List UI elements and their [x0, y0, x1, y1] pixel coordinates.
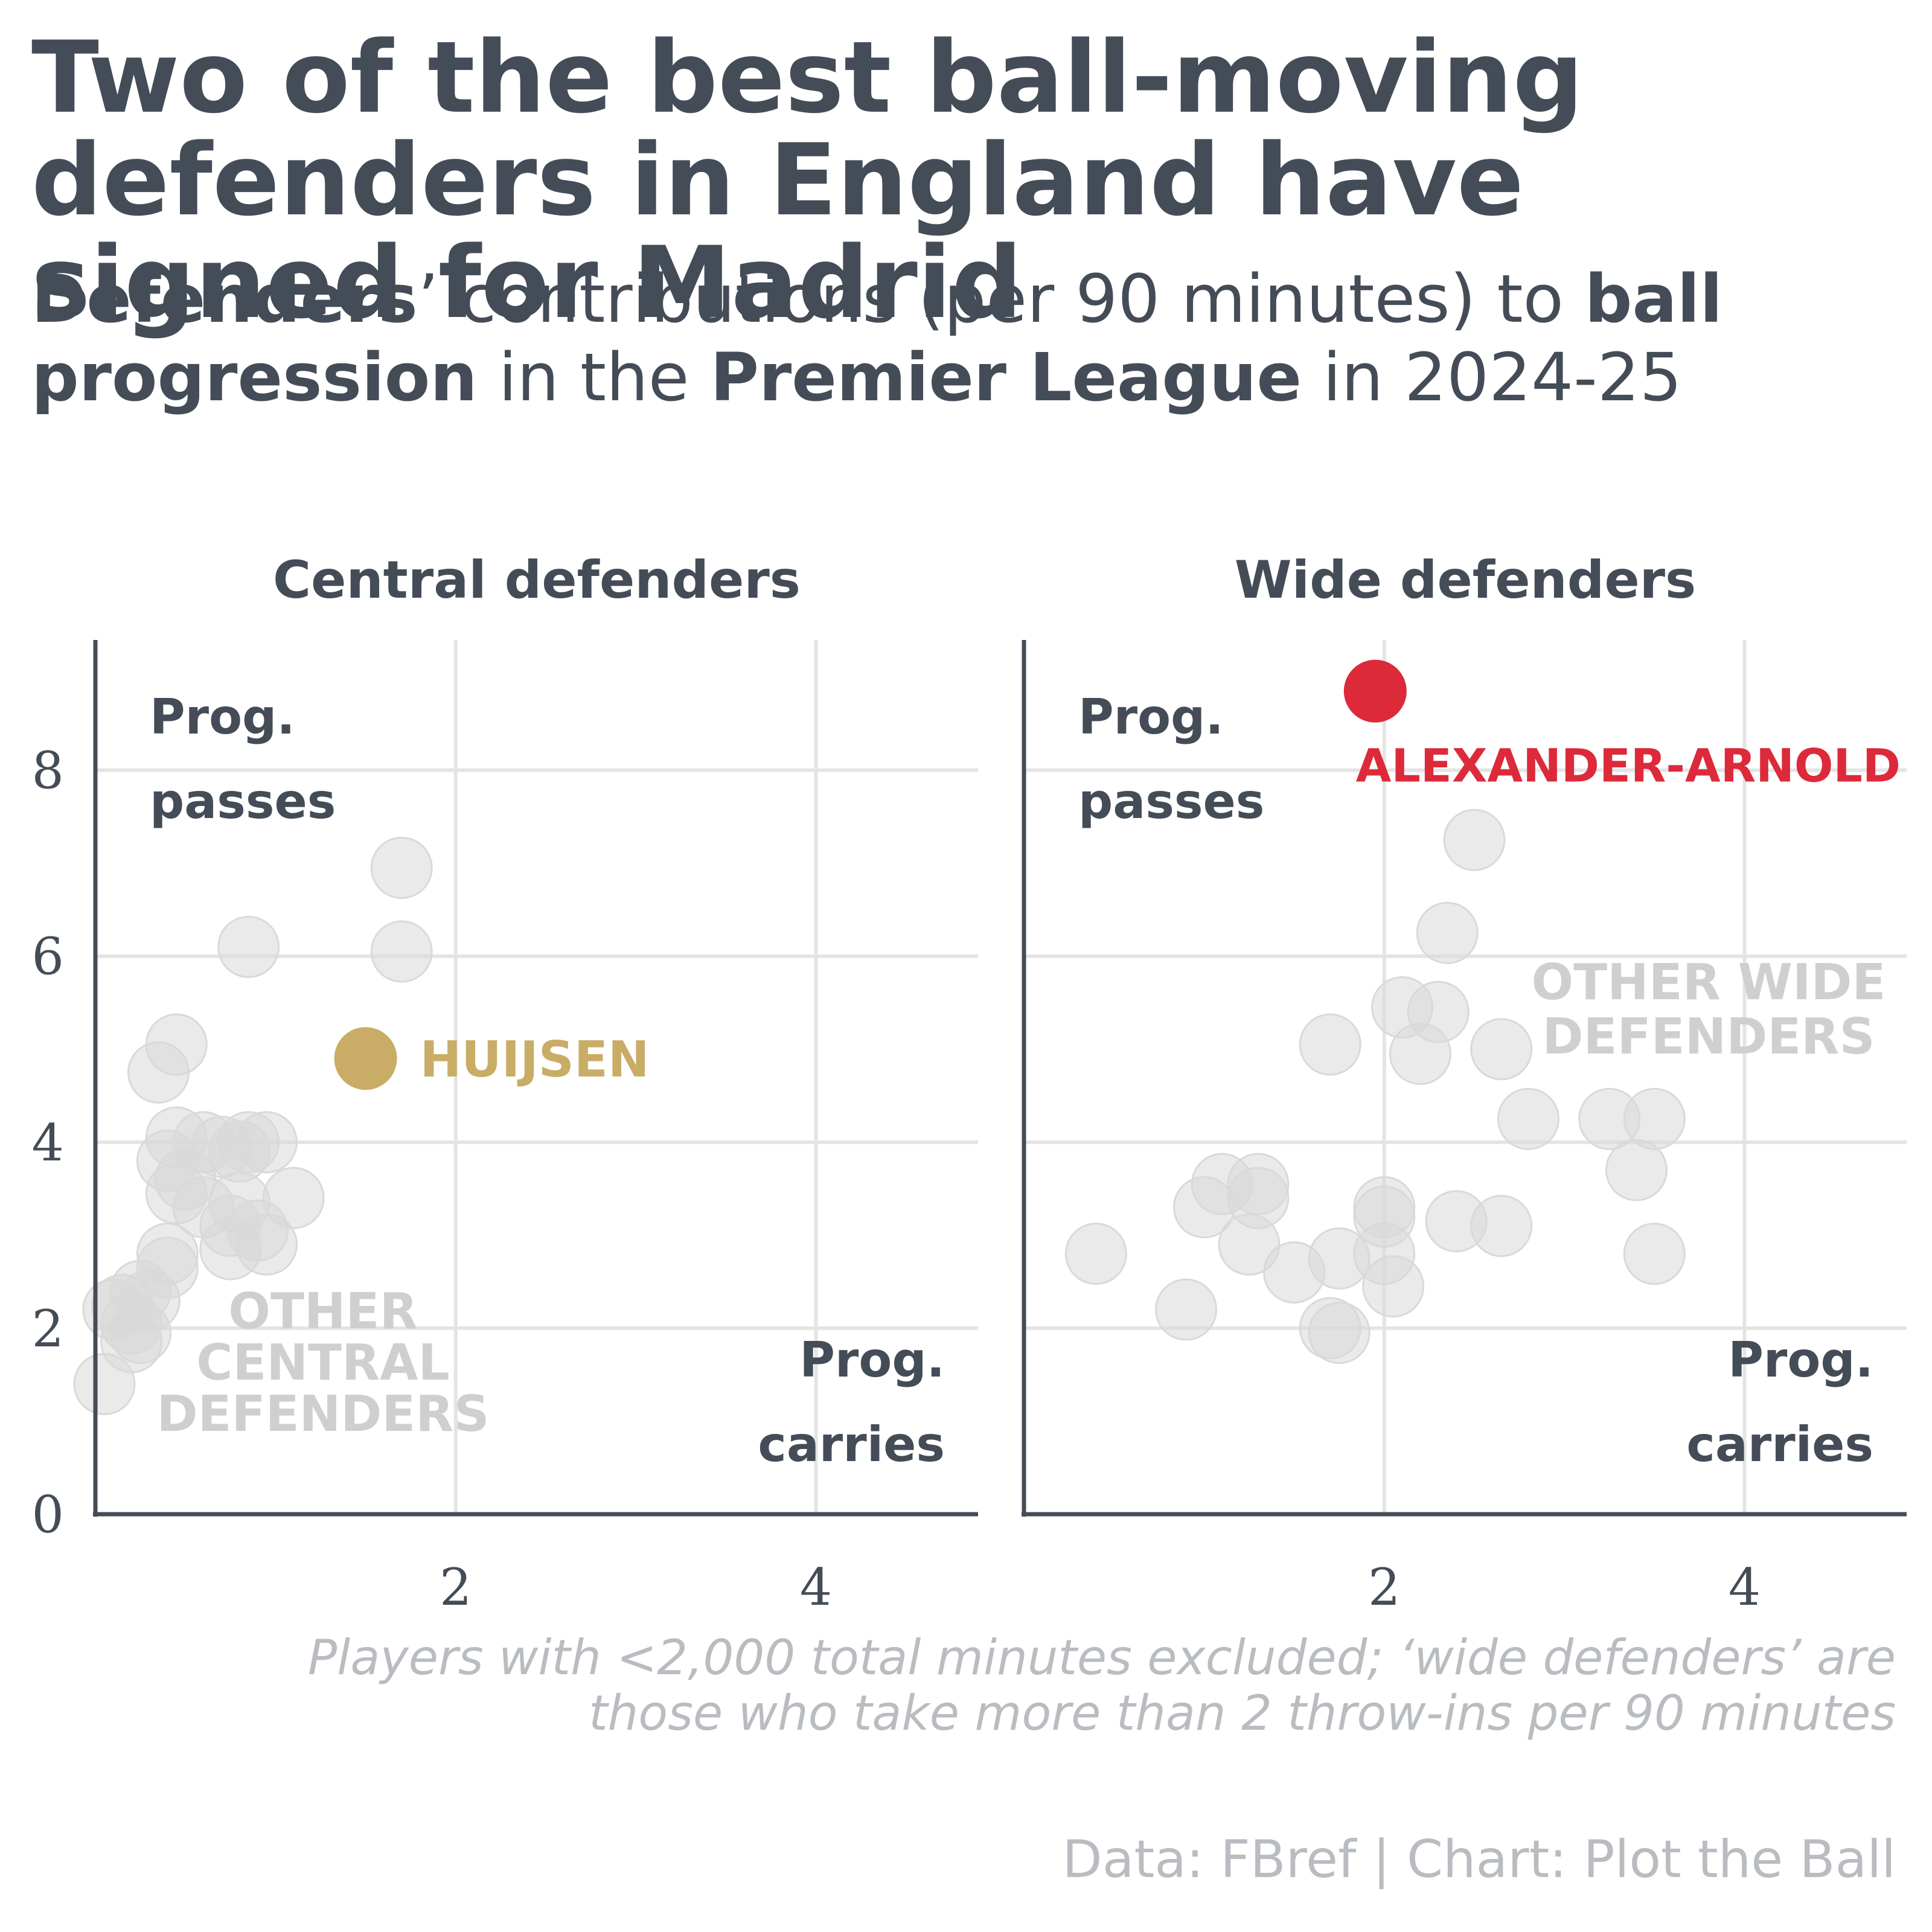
- data-point: [1605, 1139, 1668, 1201]
- data-point: [1443, 808, 1506, 871]
- subtitle-segment: ’ contributions (per 90 minutes) to: [417, 260, 1585, 337]
- data-point: [1470, 1194, 1533, 1257]
- group-label: CENTRAL: [196, 1334, 450, 1392]
- data-point: [1416, 901, 1479, 964]
- data-point: [1308, 1302, 1371, 1364]
- subtitle-segment: Defenders: [31, 260, 418, 337]
- group-label: OTHER: [228, 1283, 417, 1340]
- x-tick-label: 4: [1729, 1558, 1761, 1606]
- chart-title: Two of the best ball-moving defenders in…: [31, 20, 1584, 341]
- data-point: [370, 836, 433, 899]
- y-axis-label: passes: [150, 773, 336, 830]
- y-tick-label: 6: [32, 927, 64, 987]
- y-axis-label: Prog.: [1078, 689, 1224, 745]
- data-point: [1470, 1018, 1533, 1081]
- x-axis-label: Prog.: [799, 1332, 945, 1388]
- group-label: DEFENDERS: [1542, 1008, 1875, 1066]
- x-tick-label: 4: [800, 1558, 832, 1606]
- y-tick-label: 4: [32, 1113, 64, 1172]
- data-point: [127, 1041, 190, 1104]
- data-point: [1623, 1223, 1686, 1285]
- y-tick-label: 8: [32, 741, 64, 801]
- y-tick-label: 2: [32, 1299, 64, 1358]
- group-label: OTHER WIDE: [1531, 954, 1886, 1011]
- data-point: [1218, 1213, 1281, 1276]
- caption-line-2: those who take more than 2 throw-ins per…: [589, 1685, 1896, 1741]
- highlight-label: HUIJSEN: [420, 1031, 650, 1089]
- data-point: [73, 1352, 136, 1415]
- data-point: [1064, 1223, 1127, 1285]
- y-tick-label: 0: [32, 1485, 64, 1544]
- highlight-point: [1343, 659, 1407, 723]
- x-axis-label: Prog.: [1728, 1332, 1873, 1388]
- data-point: [1362, 1255, 1425, 1318]
- panel-title: Central defenders: [273, 550, 801, 610]
- chart-caption: Players with <2,000 total minutes exclud…: [85, 1630, 1896, 1741]
- caption-line-1: Players with <2,000 total minutes exclud…: [307, 1630, 1896, 1686]
- data-point: [370, 920, 433, 983]
- x-tick-label: 2: [1368, 1558, 1400, 1606]
- data-point: [1299, 1013, 1361, 1076]
- scatter-panels: Central defenders 2 4 0 2 4 6 8 Prog. passes Prog.…: [32, 550, 1907, 1606]
- y-axis-label: Prog.: [150, 689, 295, 745]
- data-point: [1389, 1022, 1451, 1085]
- chart-subtitle: Defenders’ contributions (per 90 minutes…: [31, 260, 1915, 417]
- data-point: [1497, 1087, 1559, 1150]
- data-point: [199, 1218, 262, 1281]
- data-point: [217, 915, 280, 978]
- subtitle-segment: in 2024-25: [1301, 339, 1682, 416]
- highlight-label: ALEXANDER-ARNOLD: [1356, 739, 1901, 793]
- group-label: DEFENDERS: [156, 1386, 489, 1443]
- subtitle-segment: ball progression: [31, 260, 1723, 416]
- x-axis-label: carries: [758, 1416, 945, 1473]
- subtitle-segment: in the: [477, 339, 711, 416]
- x-axis-label: carries: [1686, 1416, 1873, 1473]
- panel-title: Wide defenders: [1235, 550, 1697, 610]
- highlight-point: [334, 1027, 397, 1090]
- data-point: [1155, 1278, 1218, 1341]
- chart-source: Data: FBref | Chart: Plot the Ball: [1062, 1829, 1896, 1890]
- x-tick-label: 2: [440, 1558, 472, 1606]
- subtitle-segment: Premier League: [710, 339, 1302, 416]
- y-axis-label: passes: [1078, 773, 1264, 830]
